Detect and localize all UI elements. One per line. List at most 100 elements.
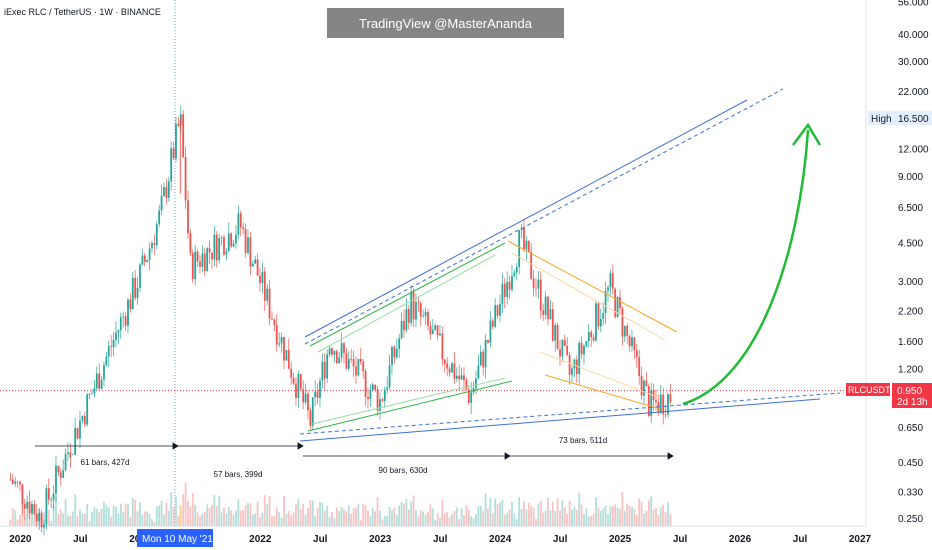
volume-bar [446, 512, 449, 526]
volume-bar [321, 502, 324, 526]
volume-bar [595, 497, 597, 526]
candle-body [247, 237, 249, 253]
candle-body [662, 394, 665, 415]
candle-body [259, 275, 261, 283]
price-tick-label: 22.000 [898, 87, 929, 98]
high-value: 16.500 [898, 114, 929, 125]
candle-body [69, 452, 72, 458]
candle-body [559, 349, 561, 357]
volume-bar [122, 512, 125, 526]
candle-body [482, 351, 485, 368]
candle-body [359, 358, 362, 362]
volume-bar [19, 514, 21, 526]
volume-bar [244, 504, 247, 526]
volume-bar [14, 510, 17, 526]
volume-bar [242, 509, 245, 526]
candle-body [597, 303, 600, 327]
volume-bar [62, 513, 65, 526]
candle-body [19, 482, 21, 485]
candle-body [244, 229, 247, 253]
volume-bar [525, 509, 528, 526]
candle-body [544, 296, 547, 315]
volume-bar [124, 503, 127, 526]
candle-body [571, 368, 573, 375]
candle-body [28, 501, 31, 514]
candle-body [398, 338, 401, 349]
candle-body [489, 320, 492, 343]
price-tick-label: 0.450 [898, 458, 923, 469]
volume-bar [11, 508, 14, 526]
candle-body [74, 427, 77, 456]
volume-bar [95, 508, 98, 526]
candle-body [419, 303, 422, 317]
watermark: TradingView @MasterAnanda [327, 8, 564, 38]
volume-bar [451, 514, 453, 526]
volume-bar [218, 495, 221, 526]
candle-body [345, 353, 348, 369]
candle-body [266, 288, 269, 301]
candle-body [319, 380, 321, 398]
candle-body [429, 325, 432, 335]
volume-bar [100, 508, 103, 526]
candle-body [542, 310, 545, 315]
volume-bar [547, 497, 549, 526]
candle-body [81, 416, 84, 421]
candle-body [609, 273, 612, 288]
price-axis[interactable]: 56.000 40.000 30.000 22.000 12.000 9.000 6.500… [898, 0, 929, 525]
volume-bar [340, 507, 343, 526]
volume-bar [580, 504, 583, 526]
volume-bar [607, 514, 609, 526]
volume-bar [352, 508, 355, 526]
volume-bar [139, 502, 141, 526]
volume-bar [59, 509, 62, 526]
volume-bar [103, 501, 105, 526]
volume-bar [623, 511, 626, 526]
candle-body [547, 296, 549, 319]
candle-body [520, 228, 523, 231]
candle-body [124, 316, 127, 326]
countdown-value: 2d 13h [897, 397, 928, 408]
crosshair-date-tag [137, 529, 213, 547]
candle-body [79, 420, 81, 439]
volume-bar [439, 517, 441, 526]
volume-bar [292, 512, 295, 526]
channel-lower-line [299, 398, 821, 442]
candle-body [640, 375, 643, 396]
volume-bar [184, 482, 187, 526]
candle-body [43, 524, 45, 528]
volume-bar [119, 503, 122, 526]
volume-bar [539, 500, 542, 526]
candle-body [129, 299, 132, 310]
volume-bar [571, 509, 573, 526]
candle-body [530, 252, 533, 279]
volume-bar [369, 516, 372, 526]
volume-bar [491, 513, 494, 526]
candle-body [230, 233, 233, 247]
candle-body [95, 373, 98, 389]
candle-body [561, 340, 564, 357]
volume-bar [93, 506, 96, 526]
volume-bar [295, 504, 297, 526]
candle-body [388, 365, 391, 388]
candle-body [177, 123, 180, 126]
candle-body [9, 479, 12, 481]
volume-bar [561, 500, 564, 526]
volume-bar [616, 507, 619, 526]
volume-bar [479, 505, 482, 526]
volume-bar [302, 503, 305, 526]
volume-bar [55, 496, 57, 526]
volume-bar [110, 516, 113, 526]
volume-bar [311, 500, 314, 526]
candle-body [194, 251, 197, 280]
candle-body [460, 375, 463, 380]
candle-body [573, 359, 576, 369]
volume-bar [254, 513, 257, 526]
candle-body [448, 368, 451, 373]
volume-bar [134, 500, 137, 526]
volume-bar [465, 505, 468, 526]
candle-body [415, 302, 417, 320]
volume-bar [230, 510, 233, 526]
volume-bar [578, 492, 581, 526]
volume-bar [482, 511, 485, 526]
